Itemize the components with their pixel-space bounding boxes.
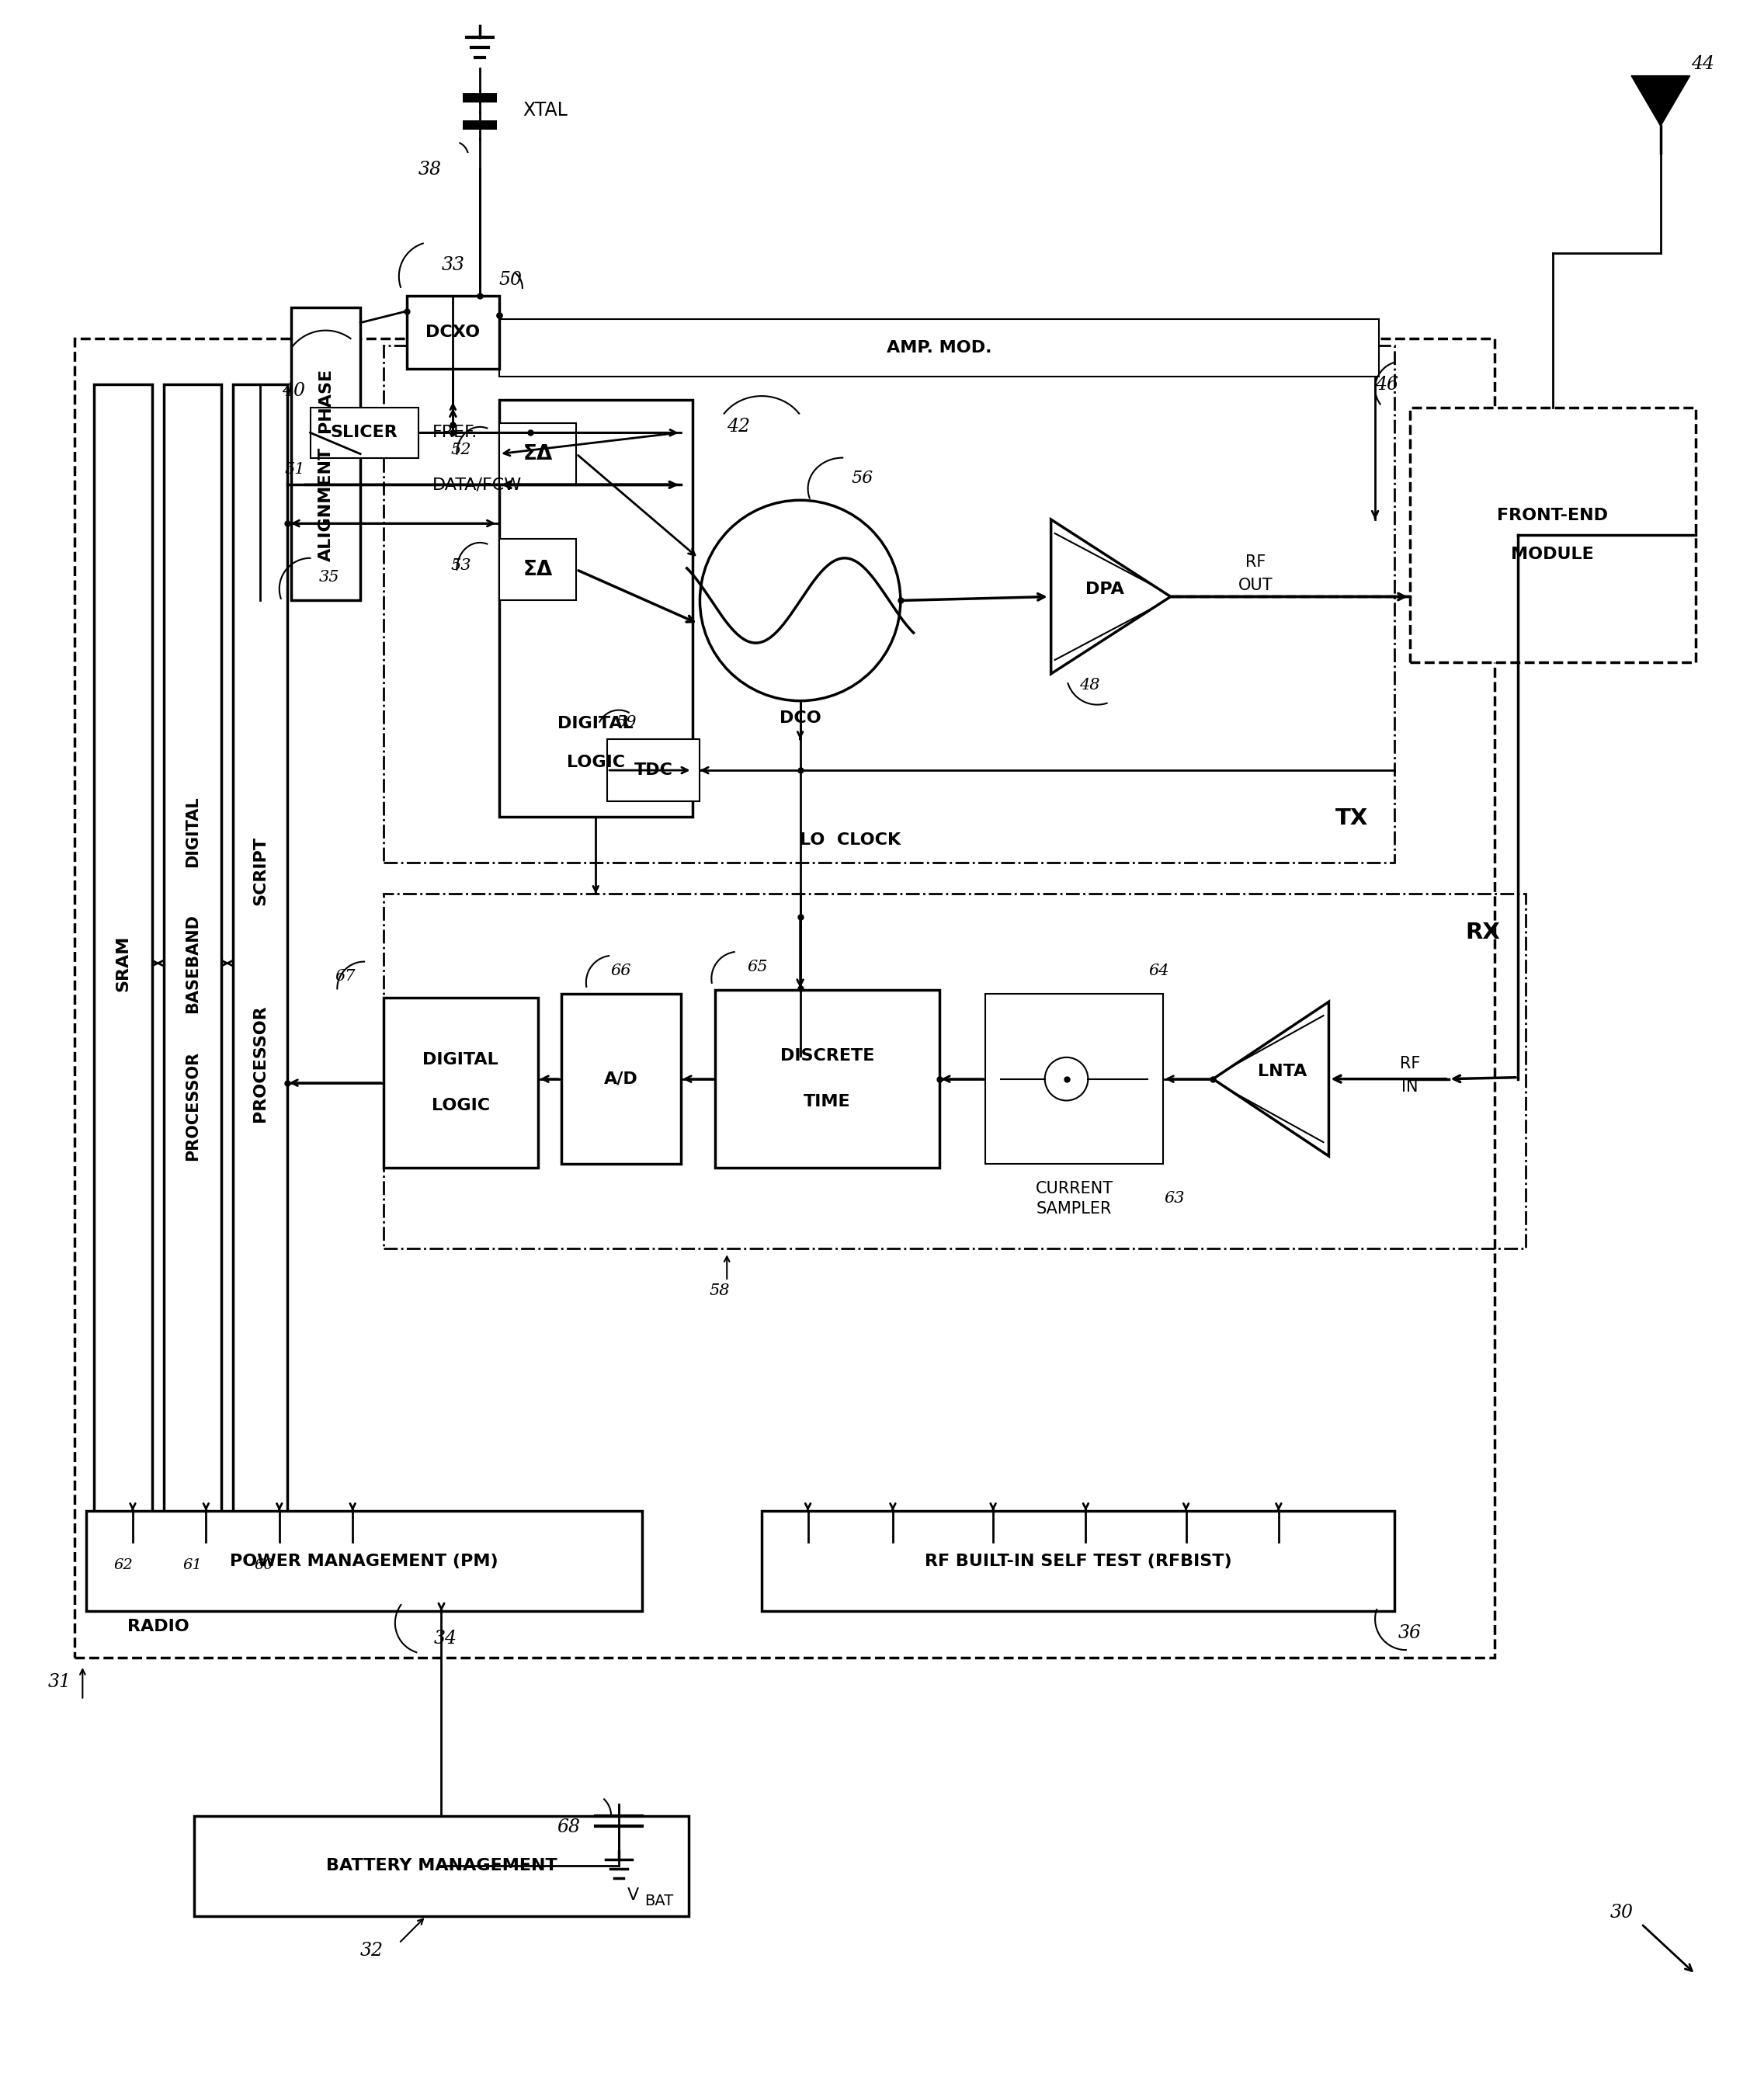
- Bar: [407, 296, 499, 369]
- Text: BASEBAND: BASEBAND: [185, 914, 201, 1014]
- Text: SLICER: SLICER: [330, 425, 399, 439]
- Text: 42: 42: [727, 419, 750, 435]
- Text: V: V: [626, 1889, 639, 1903]
- Text: SRAM: SRAM: [115, 935, 131, 991]
- Bar: [462, 120, 497, 131]
- Text: RF: RF: [1245, 553, 1267, 570]
- Text: DIGITAL: DIGITAL: [423, 1051, 499, 1068]
- Text: DIGITAL: DIGITAL: [557, 715, 633, 732]
- Bar: [383, 997, 538, 1167]
- Text: 67: 67: [335, 968, 355, 985]
- Bar: [1409, 408, 1695, 661]
- Text: 34: 34: [434, 1629, 457, 1648]
- Text: MODULE: MODULE: [1512, 547, 1595, 562]
- Bar: [93, 384, 152, 1542]
- Text: 51: 51: [284, 462, 305, 477]
- Polygon shape: [1632, 77, 1690, 126]
- Text: LNTA: LNTA: [1258, 1063, 1307, 1078]
- Text: RF: RF: [1399, 1055, 1420, 1072]
- Text: 58: 58: [709, 1283, 730, 1298]
- Text: TDC: TDC: [635, 763, 674, 777]
- Bar: [86, 1511, 642, 1611]
- Text: DPA: DPA: [1085, 580, 1124, 597]
- Text: A/D: A/D: [603, 1072, 639, 1086]
- Text: 36: 36: [1399, 1623, 1422, 1642]
- Text: PHASE: PHASE: [318, 367, 333, 431]
- Bar: [74, 338, 1494, 1658]
- Text: RF BUILT-IN SELF TEST (RFBIST): RF BUILT-IN SELF TEST (RFBIST): [924, 1553, 1231, 1569]
- Text: 50: 50: [499, 272, 522, 290]
- Text: ΣΔ: ΣΔ: [522, 444, 552, 464]
- Bar: [716, 991, 938, 1167]
- Text: SAMPLER: SAMPLER: [1035, 1200, 1111, 1217]
- Bar: [499, 400, 691, 817]
- Bar: [291, 307, 360, 601]
- Text: XTAL: XTAL: [522, 102, 568, 120]
- Text: ALIGNMENT: ALIGNMENT: [318, 448, 333, 562]
- Text: POWER MANAGEMENT (PM): POWER MANAGEMENT (PM): [229, 1553, 499, 1569]
- Text: 48: 48: [1080, 678, 1101, 692]
- Text: 30: 30: [1611, 1903, 1633, 1922]
- Text: 44: 44: [1692, 56, 1715, 73]
- Text: LOGIC: LOGIC: [432, 1099, 490, 1113]
- Text: AMP. MOD.: AMP. MOD.: [887, 340, 991, 357]
- Text: RX: RX: [1466, 922, 1501, 943]
- Text: 65: 65: [748, 960, 767, 974]
- Text: 63: 63: [1164, 1192, 1185, 1206]
- Text: PROCESSOR: PROCESSOR: [185, 1051, 201, 1161]
- Text: LOGIC: LOGIC: [566, 755, 624, 771]
- Text: 53: 53: [450, 558, 471, 572]
- Text: 32: 32: [360, 1942, 383, 1959]
- Text: DISCRETE: DISCRETE: [780, 1049, 875, 1063]
- Bar: [462, 93, 497, 104]
- Text: DCXO: DCXO: [425, 325, 480, 340]
- Bar: [607, 740, 700, 800]
- Text: LO  CLOCK: LO CLOCK: [799, 831, 901, 848]
- Text: OUT: OUT: [1238, 576, 1274, 593]
- Text: DATA/FCW: DATA/FCW: [432, 477, 522, 493]
- Bar: [499, 539, 577, 601]
- Text: RADIO: RADIO: [127, 1619, 189, 1636]
- Text: DIGITAL: DIGITAL: [185, 796, 201, 869]
- Bar: [499, 319, 1379, 377]
- Bar: [164, 384, 222, 1542]
- Bar: [499, 423, 577, 485]
- Text: 35: 35: [319, 570, 340, 585]
- Bar: [194, 1816, 688, 1915]
- Bar: [383, 893, 1526, 1248]
- Text: 52: 52: [450, 444, 471, 458]
- Bar: [561, 995, 681, 1163]
- Text: FREF.: FREF.: [432, 425, 478, 439]
- Text: 40: 40: [282, 381, 305, 400]
- Text: DCO: DCO: [780, 711, 820, 726]
- Text: 64: 64: [1148, 964, 1170, 978]
- Text: ΣΔ: ΣΔ: [522, 560, 552, 580]
- Text: IN: IN: [1401, 1078, 1418, 1095]
- Text: FRONT-END: FRONT-END: [1498, 508, 1609, 522]
- Text: 31: 31: [48, 1673, 71, 1692]
- Text: 46: 46: [1374, 375, 1399, 394]
- Text: CURRENT: CURRENT: [1035, 1182, 1113, 1196]
- Text: 59: 59: [616, 715, 637, 730]
- Bar: [233, 384, 288, 1542]
- Bar: [383, 346, 1394, 862]
- Text: 61: 61: [183, 1559, 203, 1571]
- Text: TX: TX: [1335, 806, 1369, 829]
- Text: 38: 38: [418, 162, 441, 178]
- Bar: [986, 995, 1162, 1163]
- Text: 60: 60: [254, 1559, 273, 1571]
- Bar: [310, 408, 418, 458]
- Bar: [762, 1511, 1394, 1611]
- Text: BATTERY MANAGEMENT: BATTERY MANAGEMENT: [326, 1857, 557, 1874]
- Text: 66: 66: [610, 964, 632, 978]
- Text: 33: 33: [441, 255, 464, 274]
- Text: SCRIPT: SCRIPT: [252, 835, 268, 906]
- Text: 68: 68: [557, 1818, 580, 1837]
- Text: 62: 62: [113, 1559, 132, 1571]
- Text: BAT: BAT: [644, 1893, 674, 1907]
- Text: 56: 56: [850, 471, 873, 487]
- Text: PROCESSOR: PROCESSOR: [252, 1005, 268, 1121]
- Text: TIME: TIME: [804, 1095, 850, 1109]
